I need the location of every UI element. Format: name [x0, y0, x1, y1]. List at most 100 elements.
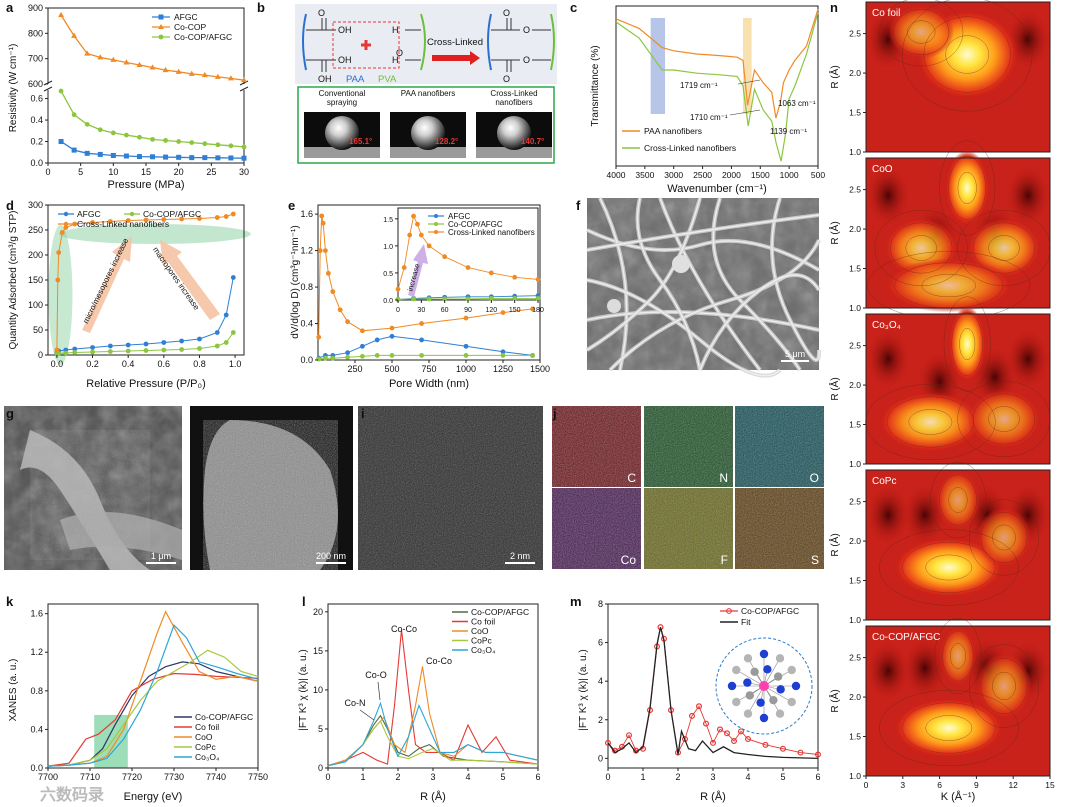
legend-label: Co₃O₄	[195, 752, 220, 762]
wavelet-contour	[929, 461, 987, 539]
photo-title: nanofibers	[495, 98, 532, 107]
annotation-leader	[359, 681, 381, 721]
series-line-cross-linked-nanofibers	[615, 12, 819, 162]
panel-letter-f: f	[576, 198, 581, 213]
y-tick-label: 1.0	[849, 771, 861, 781]
panel-c: 4000 3500 3000 2500 2000 1500 1000 500 Wavenumbe…	[590, 5, 825, 195]
x-axis-label: Wavenumber (cm⁻¹)	[667, 183, 767, 195]
paa-bonds	[306, 18, 336, 72]
data-point	[161, 217, 167, 222]
series-line-co-foil	[327, 629, 539, 767]
contact-angle: 128.2°	[435, 137, 458, 146]
x-tick-label: 0	[864, 780, 869, 790]
y-tick-label: 0.4	[30, 115, 43, 125]
y-tick-label: 2.0	[849, 380, 861, 390]
data-point	[84, 150, 90, 156]
molecule-bond	[747, 685, 765, 714]
legend-marker	[434, 214, 438, 218]
x-tick-label: 0.0	[51, 359, 64, 369]
wavelet-contour	[950, 643, 966, 669]
data-point	[530, 353, 535, 358]
data-point	[723, 730, 730, 737]
highlight-ellipse	[58, 224, 251, 244]
y-tick-label: 2.5	[849, 653, 861, 663]
data-point	[107, 219, 113, 224]
panel-letter-k: k	[6, 594, 14, 609]
wavelet-contour	[972, 393, 1036, 445]
data-point	[72, 350, 78, 355]
eds-map-noise	[552, 406, 641, 487]
data-point	[214, 330, 220, 335]
eds-map-noise	[552, 488, 641, 569]
trend-arrow	[82, 236, 132, 333]
atom-label: H	[392, 55, 399, 65]
x-tick-label: 0	[45, 167, 50, 177]
data-point	[319, 213, 325, 219]
annotation-text: micro/mesopores increase	[81, 236, 130, 325]
data-point	[330, 289, 336, 295]
wavelet-intensity-peak	[893, 537, 1004, 598]
data-point	[189, 155, 195, 161]
x-axis-label: Energy (eV)	[124, 791, 183, 803]
data-point	[179, 347, 185, 352]
x-tick-label: 1	[640, 772, 645, 782]
data-point	[530, 306, 535, 312]
eds-map-noise	[644, 488, 733, 569]
wavelet-contour	[878, 689, 1019, 767]
data-point	[149, 64, 156, 70]
x-tick-label: 12	[1008, 780, 1018, 790]
x-tick-label: 7750	[248, 772, 268, 782]
y-tick-label: 2.0	[849, 68, 861, 78]
series-line-co-cop-afgc	[318, 354, 533, 360]
particle	[607, 299, 621, 313]
atom-label: OH	[338, 55, 352, 65]
x-tick-label: 4	[745, 772, 750, 782]
reaction-label: Cross-Linked	[427, 37, 483, 48]
product-bonds	[491, 18, 551, 72]
legend-label: Co-COP	[174, 22, 206, 32]
data-point	[779, 745, 786, 752]
legend-marker	[434, 222, 438, 226]
data-point	[389, 325, 395, 331]
scale-bar	[505, 562, 535, 564]
data-point	[123, 153, 129, 159]
data-point	[230, 211, 236, 217]
wavelet-contour	[878, 529, 1019, 606]
data-point	[188, 70, 195, 76]
scale-bar-label: 2 nm	[510, 551, 530, 561]
data-point	[241, 77, 247, 83]
wavelet-contour	[968, 499, 1040, 576]
wavelet-map-title: CoPc	[872, 476, 896, 487]
y-axis-label: |FT K³ χ (k)| (a. u.)	[298, 649, 309, 730]
data-point	[97, 151, 103, 157]
y-tick-label: 700	[28, 54, 43, 64]
legend-label: AFGC	[77, 209, 101, 219]
data-point	[161, 347, 167, 353]
series-line-co-cop-afgc	[327, 714, 539, 767]
legend-marker	[726, 608, 732, 614]
data-point	[500, 349, 506, 355]
y-tick-label: 1.2	[30, 647, 43, 657]
y-tick-label: 250	[28, 225, 43, 235]
x-tick-label: 4	[465, 772, 470, 782]
photo-title: PAA nanofibers	[401, 89, 456, 98]
reaction-box	[332, 21, 400, 69]
data-point	[360, 343, 365, 349]
molecule-atom	[743, 654, 753, 663]
y-tick-label: 2.0	[849, 224, 861, 234]
molecule-atom	[769, 695, 778, 705]
data-point	[463, 315, 469, 321]
panel-letter-e: e	[288, 198, 295, 213]
panel-i: 2 nm	[358, 406, 543, 570]
water-droplet	[411, 116, 445, 150]
molecule-atom	[727, 681, 737, 691]
data-point	[59, 230, 65, 235]
panel-m: 0 1 2 3 4 5 6 0 2 4 6 8 R (Å) |FT K³ χ (k)| (a. u.) Co…	[578, 599, 821, 803]
data-point	[716, 726, 723, 733]
wavelet-contour	[865, 383, 996, 461]
data-point	[241, 144, 247, 150]
data-point	[223, 340, 229, 345]
wavelet-low-region	[902, 638, 947, 698]
contact-angle: 165.1°	[349, 137, 372, 146]
panel-a: 600 700 800 900 0.0 0.2 0.4 0.6 0 5 10 15 20 25 30 Pres…	[8, 3, 249, 191]
